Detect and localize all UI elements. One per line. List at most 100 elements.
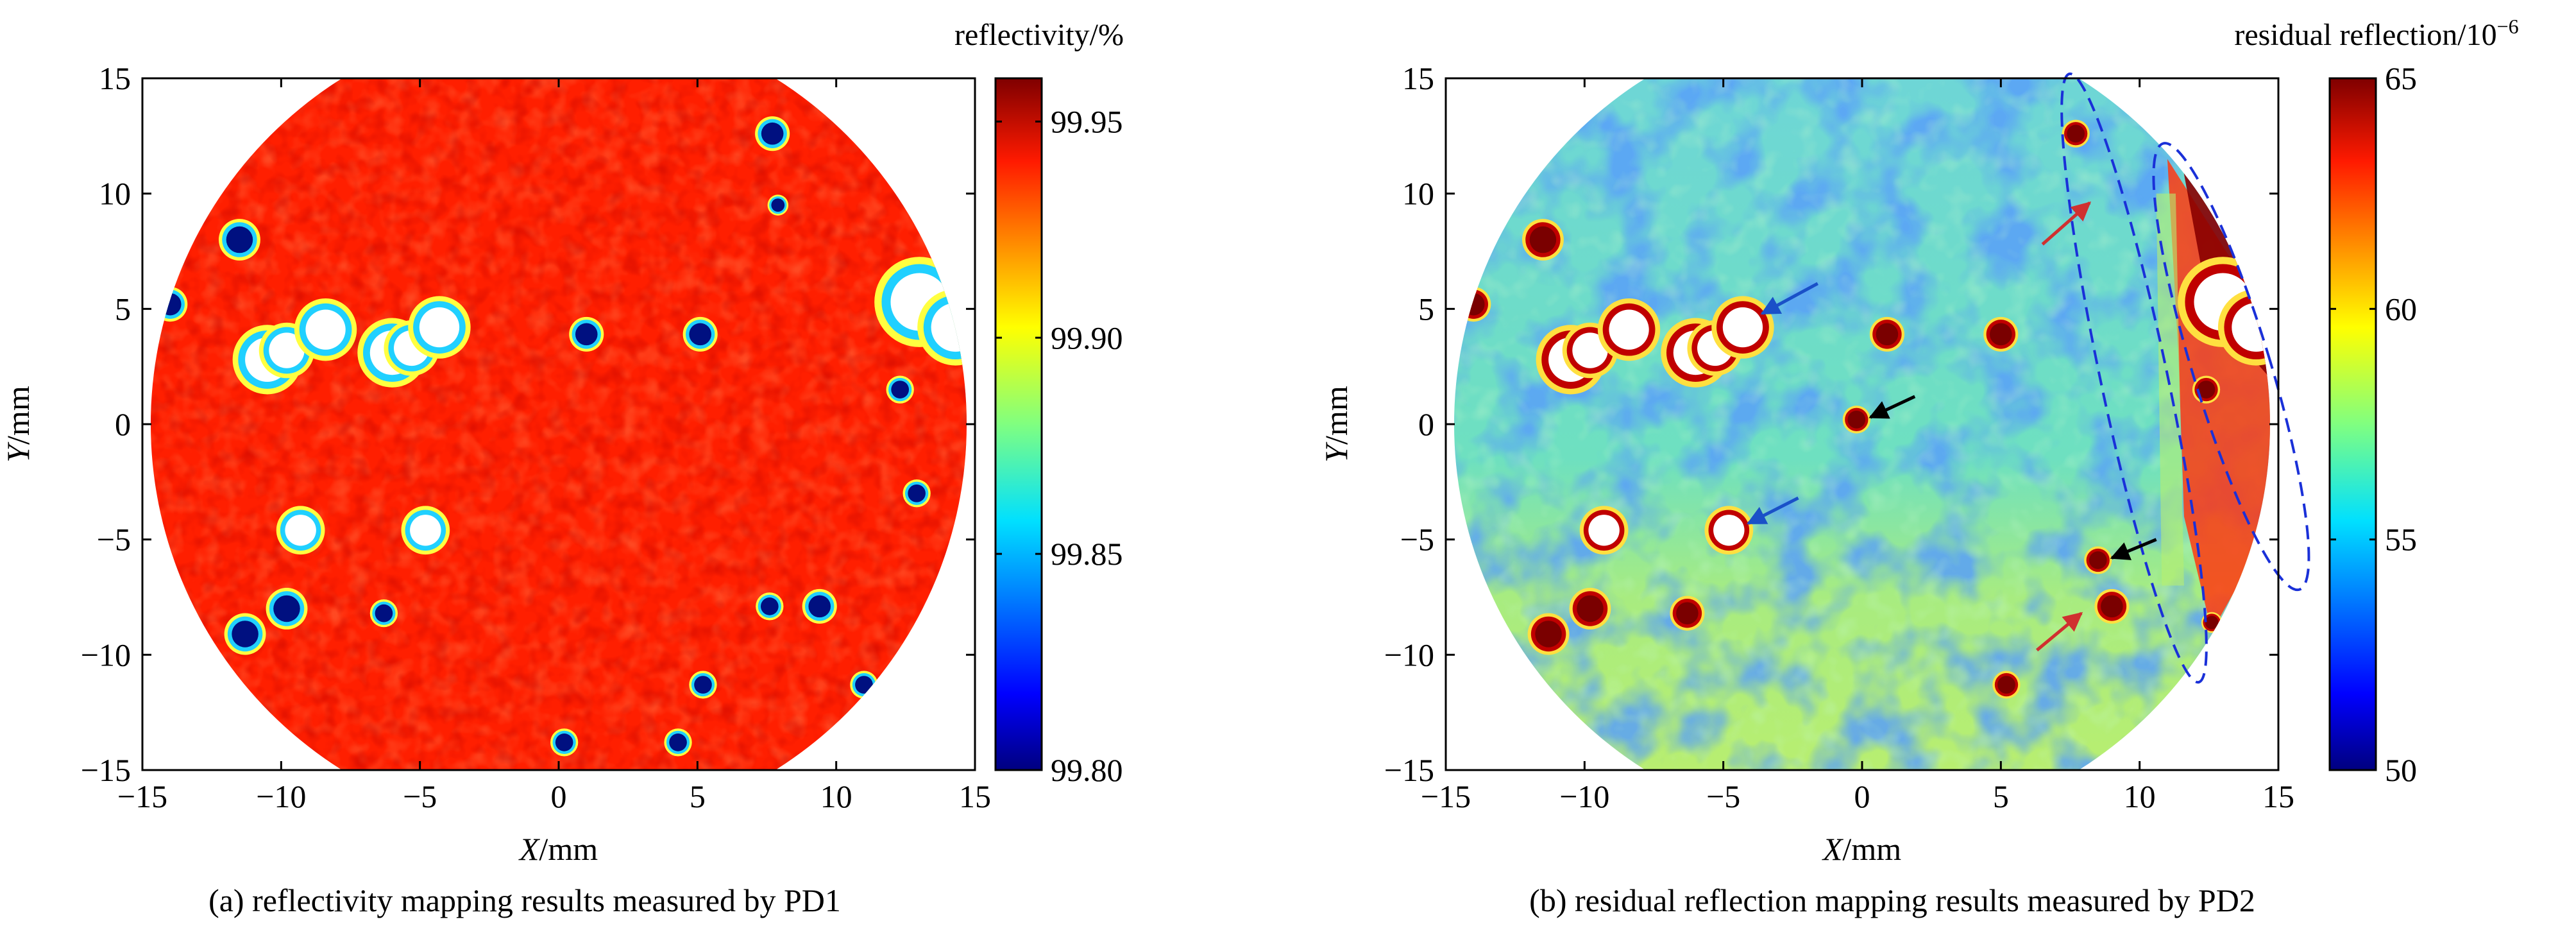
colorbar-gradient — [994, 77, 1043, 771]
x-axis-label: X/mm — [1822, 831, 1901, 867]
defect-void — [1597, 298, 1661, 361]
highlight-ellipse — [2060, 73, 2208, 684]
y-tick-label: −10 — [1384, 637, 1434, 673]
x-tick-label: 0 — [1854, 778, 1870, 814]
defect-point — [689, 671, 717, 699]
defect-point — [1983, 316, 2019, 352]
defect-core — [855, 676, 873, 694]
defect-core — [808, 595, 831, 618]
residual-reflection-heatmap — [1453, 78, 2271, 770]
defect-core — [1588, 515, 1620, 546]
colorbar-tick-label: 55 — [2385, 522, 2417, 558]
speckle-texture-dark — [150, 78, 967, 770]
colorbar-label: residual reflection/10−6 — [2234, 15, 2518, 52]
x-tick-label: 15 — [959, 778, 991, 814]
annotation-arrow — [1746, 496, 1799, 525]
defect-point — [1869, 316, 1904, 352]
y-tick-label: −15 — [1384, 752, 1434, 788]
aperture-disc — [1453, 78, 2271, 770]
x-tick-label: −5 — [1706, 778, 1740, 814]
defect-point — [2094, 588, 2130, 624]
defect-core — [1572, 332, 1608, 368]
defect-point — [902, 479, 931, 508]
defect-core — [575, 323, 598, 346]
defect-point — [767, 194, 789, 216]
y-axis-ticks: −15 −10 −5 0 5 10 15 — [81, 60, 975, 788]
defect-core — [669, 733, 687, 751]
defect-core — [1876, 323, 1899, 346]
defect-void — [401, 506, 450, 555]
y-tick-label: −5 — [97, 522, 131, 558]
defect-core — [1676, 602, 1699, 624]
defect-point — [1670, 596, 1705, 631]
colorbar-tick-label: 60 — [2385, 291, 2417, 327]
defect-core — [285, 515, 316, 546]
defect-core — [1609, 309, 1649, 350]
defect-core — [1535, 621, 1562, 647]
x-tick-label: 10 — [820, 778, 852, 814]
colorbar: 50 55 60 65 — [2328, 60, 2417, 788]
defect-core — [891, 381, 910, 399]
defect-void — [1711, 296, 1774, 359]
defect-point — [1842, 406, 1870, 434]
defect-core — [2067, 124, 2085, 143]
aperture-disc — [150, 78, 967, 770]
annotations — [1746, 73, 2310, 684]
defect-void — [408, 296, 471, 359]
defect-point — [2062, 119, 2090, 148]
x-tick-label: −10 — [1559, 778, 1609, 814]
defect-void — [294, 298, 357, 361]
defect-core — [419, 307, 460, 348]
x-tick-label: 10 — [2124, 778, 2156, 814]
defect-point — [1456, 287, 1491, 322]
annotation-arrow — [2110, 538, 2157, 560]
y-tick-label: 5 — [1418, 291, 1434, 327]
x-tick-label: 15 — [2262, 778, 2294, 814]
defect-core — [1990, 323, 2012, 346]
colorbar-tick-label: 99.90 — [1051, 320, 1123, 356]
colorbar-tick-label: 99.85 — [1051, 536, 1123, 572]
y-axis-label: Y/mm — [1318, 386, 1354, 463]
panel-caption: (b) residual reflection mapping results … — [1529, 882, 2255, 918]
defect-core — [908, 484, 926, 502]
defect-core — [273, 595, 300, 622]
defect-point — [218, 219, 260, 261]
y-tick-label: 15 — [99, 60, 131, 96]
defect-point — [1569, 588, 1611, 630]
y-tick-label: −15 — [81, 752, 131, 788]
defect-point — [1992, 671, 2021, 699]
x-tick-label: 0 — [551, 778, 567, 814]
y-axis-label: Y/mm — [0, 386, 36, 463]
defect-core — [689, 323, 711, 346]
x-tick-label: 5 — [690, 778, 706, 814]
panel-caption: (a) reflectivity mapping results measure… — [208, 882, 841, 918]
colorbar-tick-label: 50 — [2385, 752, 2417, 788]
defect-void — [1704, 506, 1754, 555]
defect-point — [1521, 219, 1564, 261]
defect-core — [1462, 293, 1485, 316]
colorbar-tick-label: 99.95 — [1051, 103, 1123, 139]
defect-point — [266, 588, 308, 630]
defect-core — [410, 515, 441, 546]
annotation-arrow — [2035, 612, 2083, 652]
defect-core — [2205, 615, 2219, 630]
defect-core — [375, 604, 393, 622]
colorbar: 99.80 99.85 99.90 99.95 — [994, 77, 1123, 788]
x-axis-ticks: −15 −10 −5 0 5 10 15 — [117, 78, 991, 814]
defect-core — [555, 733, 573, 751]
defect-point — [756, 592, 784, 621]
y-tick-label: −10 — [81, 637, 131, 673]
defect-core — [2232, 303, 2271, 352]
defect-core — [2101, 595, 2123, 618]
edge-transition-band — [2156, 193, 2184, 586]
defect-void — [276, 506, 325, 555]
reflectivity-heatmap — [150, 78, 967, 770]
defect-core — [1577, 595, 1604, 622]
y-tick-label: 0 — [115, 406, 131, 442]
defect-core — [1847, 410, 1866, 429]
x-tick-label: −10 — [256, 778, 306, 814]
y-tick-label: −5 — [1400, 522, 1434, 558]
defect-core — [2197, 381, 2216, 399]
